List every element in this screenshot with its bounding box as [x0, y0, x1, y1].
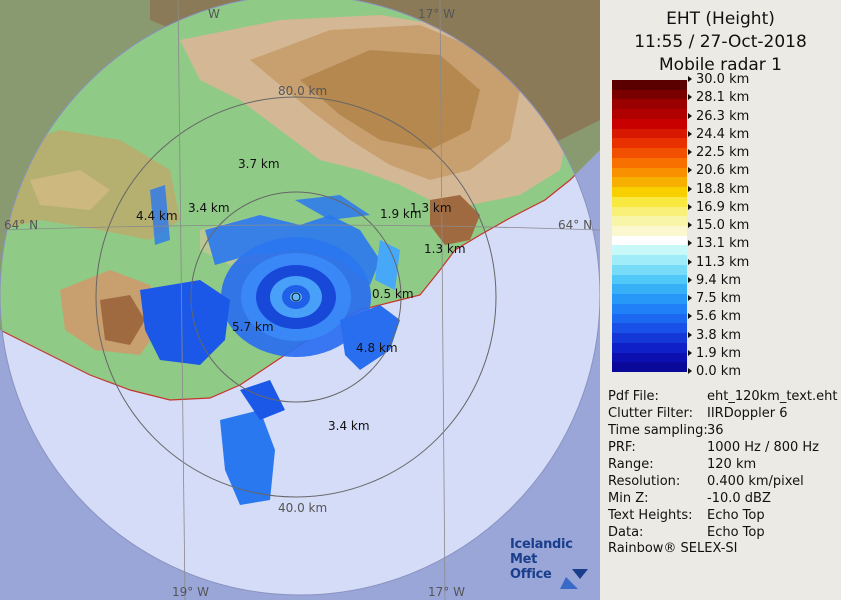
color-swatch	[612, 284, 687, 295]
color-swatch	[612, 89, 687, 100]
imo-logo: Icelandic Met Office	[510, 537, 600, 592]
color-swatch	[612, 235, 687, 246]
color-swatch	[612, 216, 687, 227]
color-swatch	[612, 303, 687, 315]
height-label: 1.9 km	[380, 207, 422, 221]
radar-site-marker	[291, 292, 301, 302]
height-label: 3.4 km	[188, 201, 230, 215]
color-scale-tick: 30.0 km	[688, 73, 749, 87]
info-table: Pdf File: eht_120km_text.eht Clutter Filt…	[608, 388, 837, 541]
color-swatch	[612, 274, 687, 285]
ring-label-80: 80.0 km	[278, 84, 327, 98]
color-scale-tick: 18.8 km	[688, 182, 749, 197]
logo-mark-icon	[560, 569, 588, 589]
color-scale-tick: 28.1 km	[688, 91, 749, 105]
color-scale-tick: 26.3 km	[688, 109, 749, 124]
color-swatch	[612, 138, 687, 149]
product-title: EHT (Height)	[666, 9, 775, 29]
color-swatch	[612, 264, 687, 276]
height-label: 1.3 km	[410, 201, 452, 215]
color-scale-tick: 9.4 km	[688, 273, 741, 288]
color-swatch	[612, 255, 687, 266]
color-scale	[612, 80, 687, 373]
color-swatch	[612, 313, 687, 324]
height-label: 3.4 km	[328, 419, 370, 433]
info-row: Time sampling:36	[608, 423, 724, 438]
radar-name: Mobile radar 1	[659, 55, 782, 75]
side-panel: EHT (Height) 11:55 / 27-Oct-2018 Mobile …	[600, 0, 841, 600]
color-swatch	[612, 157, 687, 169]
lon-label-bottom-right: 17° W	[428, 585, 465, 599]
color-swatch	[612, 226, 687, 237]
color-swatch	[612, 333, 687, 344]
color-swatch	[612, 196, 687, 208]
color-scale-tick: 11.3 km	[688, 255, 749, 270]
height-label: 1.3 km	[424, 242, 466, 256]
color-swatch	[612, 167, 687, 178]
color-scale-tick: 24.4 km	[688, 127, 749, 142]
color-swatch	[612, 128, 687, 139]
info-row: Range: 120 km	[608, 457, 757, 472]
height-label: 4.8 km	[356, 341, 398, 355]
color-scale-tick: 7.5 km	[688, 292, 741, 306]
info-row: Resolution: 0.400 km/pixel	[608, 474, 804, 489]
lat-label-right: 64° N	[558, 218, 592, 232]
color-swatch	[612, 323, 687, 334]
info-row: PRF: 1000 Hz / 800 Hz	[608, 440, 820, 455]
lon-label-top-left: W	[208, 7, 220, 21]
radar-echoes	[140, 185, 400, 505]
color-scale-tick: 3.8 km	[688, 328, 741, 343]
info-row: Pdf File: eht_120km_text.eht	[608, 389, 838, 404]
lon-label-top-right: 17° W	[418, 7, 455, 21]
height-label: 3.7 km	[238, 157, 280, 171]
height-label: 0.5 km	[372, 287, 414, 301]
info-row: Clutter Filter: IIRDoppler 6	[608, 406, 788, 421]
color-swatch	[612, 148, 687, 159]
radar-map: 64° N 64° N W 17° W 19° W 17° W 80.0 km …	[0, 0, 600, 600]
color-swatch	[612, 177, 687, 188]
lat-label-left: 64° N	[4, 218, 38, 232]
color-scale-tick: 20.6 km	[688, 164, 749, 178]
range-ring-40	[190, 191, 402, 403]
color-swatch	[612, 245, 687, 256]
color-scale-tick: 22.5 km	[688, 146, 749, 160]
color-swatch	[612, 362, 687, 373]
logo-text-line2: Office	[510, 567, 552, 582]
range-ring-80	[95, 96, 497, 498]
color-scale-tick: 16.9 km	[688, 200, 749, 215]
height-label: 4.4 km	[136, 209, 178, 223]
color-swatch	[612, 352, 687, 363]
color-swatch	[612, 294, 687, 305]
info-row: Data: Echo Top	[608, 525, 765, 540]
info-row: Min Z: -10.0 dBZ	[608, 491, 771, 506]
color-swatch	[612, 80, 687, 91]
ring-label-40: 40.0 km	[278, 501, 327, 515]
timestamp: 11:55 / 27-Oct-2018	[634, 32, 807, 52]
color-swatch	[612, 187, 687, 198]
color-scale-tick: 13.1 km	[688, 237, 749, 251]
color-scale-tick: 15.0 km	[688, 219, 749, 233]
color-swatch	[612, 99, 687, 110]
color-swatch	[612, 342, 687, 354]
height-label: 5.7 km	[232, 320, 274, 334]
color-swatch	[612, 109, 687, 120]
lon-label-bottom-left: 19° W	[172, 585, 209, 599]
logo-text-line1: Icelandic Met	[510, 537, 573, 567]
color-scale-tick: 1.9 km	[688, 346, 741, 361]
color-scale-tick: 5.6 km	[688, 310, 741, 324]
color-swatch	[612, 118, 687, 130]
info-row: Text Heights: Echo Top	[608, 508, 765, 523]
vendor-label: Rainbow® SELEX-SI	[608, 541, 738, 556]
color-swatch	[612, 206, 687, 217]
color-scale-tick: 0.0 km	[688, 365, 741, 379]
